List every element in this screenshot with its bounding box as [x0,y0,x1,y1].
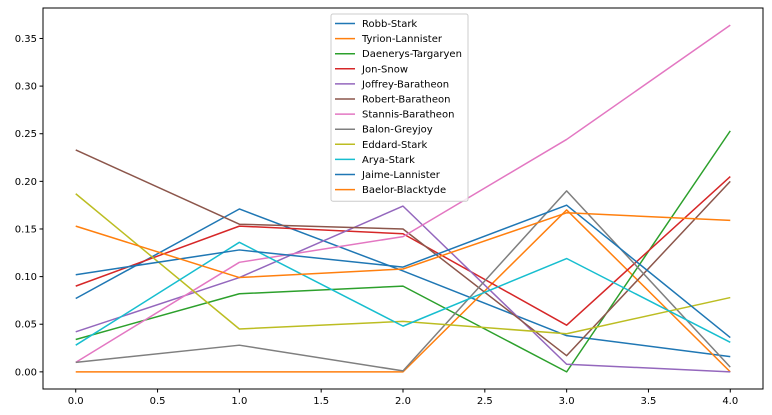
legend-label: Robert-Baratheon [362,95,451,106]
legend-label: Jon-Snow [361,64,408,75]
x-tick-label: 0.5 [150,396,166,407]
y-tick-label: 0.05 [15,320,37,331]
legend-label: Stannis-Baratheon [362,110,454,121]
legend-label: Arya-Stark [362,155,415,166]
legend-box [330,13,469,202]
x-tick-label: 3.0 [559,396,575,407]
x-tick-label: 4.0 [722,396,738,407]
y-tick-label: 0.15 [15,224,37,235]
series-line-stannis-baratheon [75,24,731,363]
y-tick-label: 0.30 [15,82,37,93]
series-line-arya-stark [75,241,731,346]
legend-label: Robb-Stark [362,19,417,30]
legend-label: Jaime-Lannister [361,170,441,181]
legend-label: Tyrion-Lannister [361,34,443,45]
x-tick-label: 3.5 [641,396,657,407]
axes-layer: 0.0 0.5 1.0 1.5 2.0 2.5 3.0 3.5 4.0 0.00 0.05 0.10 0… [15,7,764,407]
series-line-jaime-lannister [75,204,731,339]
legend-label: Balon-Greyjoy [362,125,433,136]
series-line-tyrion-lannister [75,209,731,373]
legend-label: Baelor-Blacktyde [362,185,446,196]
series-line-robert-baratheon [75,149,731,357]
y-tick-label: 0.25 [15,129,37,140]
series-line-baelor-blacktyde [75,212,731,279]
series-layer [75,24,731,373]
y-tick-label: 0.10 [15,272,37,283]
y-tick-label: 0.00 [15,367,37,378]
x-tick-label: 2.5 [477,396,493,407]
series-line-eddard-stark [75,193,731,335]
legend: Robb-Stark Tyrion-Lannister Daenerys-Targa… [330,13,469,202]
x-tick-label: 1.5 [313,396,329,407]
series-line-jon-snow [75,176,731,326]
y-tick-label: 0.35 [15,34,37,45]
series-line-robb-stark [75,208,731,358]
y-tick-label: 0.20 [15,177,37,188]
legend-label: Joffrey-Baratheon [361,79,449,90]
x-tick-label: 1.0 [231,396,247,407]
x-tick-label: 0.0 [68,396,84,407]
series-line-joffrey-baratheon [75,205,731,373]
legend-label: Daenerys-Targaryen [362,49,462,60]
x-tick-label: 2.0 [395,396,411,407]
series-line-daenerys-targaryen [75,130,731,373]
legend-label: Eddard-Stark [362,140,428,151]
